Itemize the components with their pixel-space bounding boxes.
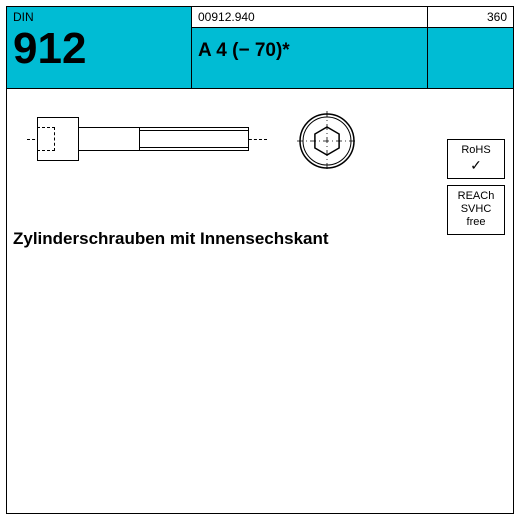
reach-line1: REACh [450,190,502,203]
check-icon: ✓ [450,157,502,174]
header-blank [428,28,513,88]
din-number: 912 [7,27,191,71]
hex-socket-icon [297,111,357,171]
screw-side-view [37,109,257,169]
screw-end-view [297,111,357,176]
material-spec: A 4 (− 70)* [192,28,427,62]
reach-badge: REACh SVHC free [447,185,505,235]
reach-line2: SVHC [450,203,502,216]
product-description: Zylinderschrauben mit Innensechskant [13,229,329,249]
product-code: 00912.940 [192,7,427,28]
header-left: DIN 912 [7,7,192,88]
header-row: DIN 912 00912.940 A 4 (− 70)* 360 [7,7,513,89]
screw-shank [79,127,139,151]
screw-thread-minor [139,130,249,148]
rohs-badge: RoHS ✓ [447,139,505,179]
technical-diagram [37,109,257,169]
compliance-badges: RoHS ✓ REACh SVHC free [447,139,505,235]
header-mid: 00912.940 A 4 (− 70)* [192,7,428,88]
reach-line3: free [450,216,502,229]
code-right: 360 [428,7,513,28]
header-right: 360 [428,7,513,88]
content-area: Zylinderschrauben mit Innensechskant RoH… [7,89,513,279]
rohs-label: RoHS [450,144,502,157]
card-frame: DIN 912 00912.940 A 4 (− 70)* 360 [6,6,514,514]
screw-socket-depth [37,127,55,151]
